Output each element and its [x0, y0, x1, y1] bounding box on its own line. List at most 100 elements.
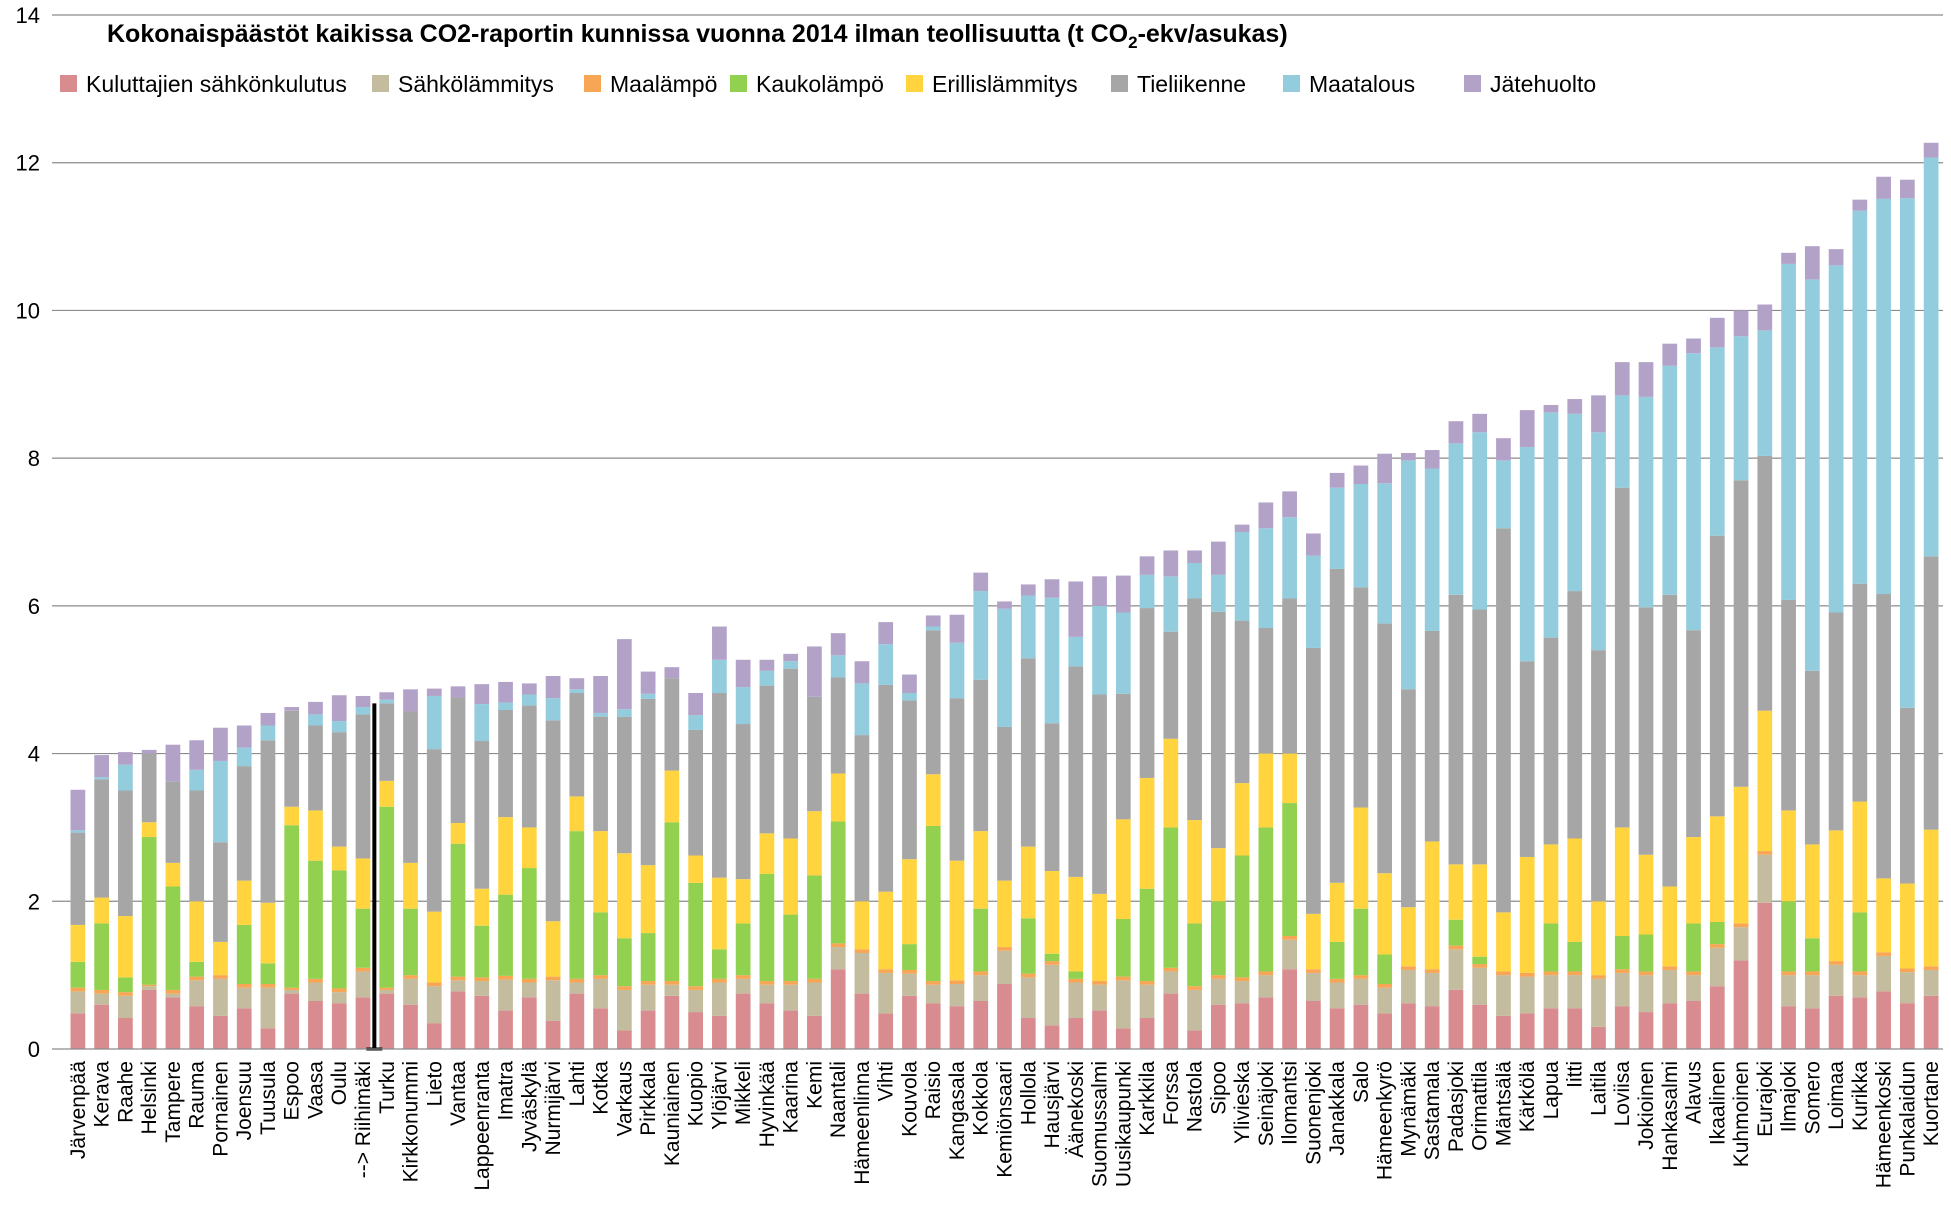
- bar-segment-j-tehuolto-41: [1044, 579, 1060, 598]
- bar-segment-kuluttajien-s-hk-nkulutus-74: [1828, 995, 1844, 1049]
- bar-segment-s-hk-l-mmitys-11: [331, 992, 347, 1004]
- bar-segment-kaukol-mp-2: [118, 977, 133, 993]
- x-tick-label-12: --> Riihimäki: [352, 1061, 375, 1178]
- bar-segment-maal-mp-67: [1662, 966, 1678, 970]
- bar-segment-s-hk-l-mmitys-55: [1377, 987, 1393, 1014]
- bar-segment-kuluttajien-s-hk-nkulutus-2: [118, 1017, 133, 1049]
- bar-segment-tieliikenne-16: [450, 697, 466, 823]
- bar-segment-tieliikenne-36: [925, 630, 941, 775]
- bar-segment-j-tehuolto-7: [236, 725, 252, 748]
- bar-segment-maal-mp-59: [1472, 964, 1488, 968]
- bar-segment-j-tehuolto-74: [1828, 249, 1844, 266]
- bar-segment-erillisl-mmitys-36: [925, 774, 941, 826]
- bar-segment-maal-mp-45: [1139, 981, 1155, 985]
- bar-segment-j-tehuolto-30: [783, 653, 799, 662]
- bar-segment-tieliikenne-76: [1876, 594, 1891, 879]
- bar-segment-erillisl-mmitys-40: [1020, 846, 1036, 919]
- bar-segment-maal-mp-52: [1306, 969, 1321, 973]
- bar-segment-erillisl-mmitys-67: [1662, 886, 1678, 967]
- bar-segment-erillisl-mmitys-64: [1591, 901, 1606, 976]
- bar-segment-maal-mp-46: [1163, 967, 1179, 972]
- bars: [70, 142, 1939, 1049]
- x-tick-label-62: Lapua: [1540, 1061, 1563, 1120]
- bar-segment-kaukol-mp-26: [688, 882, 703, 987]
- bar-segment-j-tehuolto-1: [94, 755, 110, 778]
- bar-segment-erillisl-mmitys-71: [1757, 710, 1773, 852]
- bar-segment-kaukol-mp-72: [1781, 901, 1796, 972]
- bar-segment-j-tehuolto-55: [1377, 453, 1393, 484]
- y-tick-label-4: 4: [28, 742, 40, 767]
- bar-segment-maatalous-55: [1377, 483, 1393, 624]
- bar-segment-tieliikenne-75: [1852, 583, 1868, 802]
- bar-segment-erillisl-mmitys-69: [1709, 816, 1725, 922]
- x-tick-label-66: Jokioinen: [1635, 1061, 1658, 1150]
- bar-segment-maal-mp-29: [759, 981, 775, 985]
- bar-segment-kuluttajien-s-hk-nkulutus-46: [1163, 993, 1179, 1049]
- bar-segment-maal-mp-63: [1567, 971, 1583, 976]
- bar-segment-tieliikenne-59: [1472, 609, 1488, 865]
- bar-segment-kaukol-mp-55: [1377, 954, 1393, 985]
- bar-segment-maal-mp-8: [260, 984, 276, 988]
- bar-segment-tieliikenne-23: [616, 716, 632, 854]
- bar-segment-erillisl-mmitys-58: [1448, 864, 1464, 920]
- bar-segment-kuluttajien-s-hk-nkulutus-57: [1424, 1006, 1440, 1049]
- bar-segment-maatalous-15: [426, 695, 442, 750]
- bar-segment-kuluttajien-s-hk-nkulutus-77: [1899, 1003, 1915, 1049]
- bar-segment-erillisl-mmitys-44: [1115, 819, 1131, 920]
- bar-segment-j-tehuolto-76: [1876, 176, 1891, 199]
- bar-segment-erillisl-mmitys-33: [854, 901, 870, 950]
- bar-segment-maal-mp-44: [1115, 976, 1131, 981]
- bar-segment-kuluttajien-s-hk-nkulutus-7: [236, 1008, 252, 1049]
- bar-segment-tieliikenne-27: [712, 693, 727, 878]
- bar-segment-maatalous-26: [688, 715, 703, 730]
- bar-segment-s-hk-l-mmitys-3: [141, 986, 157, 990]
- bar-segment-kuluttajien-s-hk-nkulutus-41: [1044, 1025, 1060, 1049]
- bar-segment-j-tehuolto-35: [902, 674, 917, 694]
- bar-segment-s-hk-l-mmitys-62: [1543, 975, 1559, 1009]
- bar-segment-kuluttajien-s-hk-nkulutus-29: [759, 1003, 775, 1049]
- bar-segment-kuluttajien-s-hk-nkulutus-44: [1115, 1028, 1131, 1049]
- bar-segment-kuluttajien-s-hk-nkulutus-54: [1353, 1004, 1369, 1049]
- bar-segment-maal-mp-41: [1044, 961, 1060, 965]
- bar-segment-maatalous-51: [1282, 517, 1297, 599]
- bar-segment-j-tehuolto-2: [118, 752, 133, 765]
- bar-segment-kuluttajien-s-hk-nkulutus-8: [260, 1028, 276, 1049]
- bar-segment-kaukol-mp-25: [664, 822, 680, 982]
- bar-segment-tieliikenne-33: [854, 735, 870, 902]
- bar-segment-tieliikenne-77: [1899, 707, 1915, 884]
- bar-segment-j-tehuolto-77: [1899, 179, 1915, 199]
- bar-segment-kaukol-mp-51: [1282, 803, 1297, 936]
- bar-segment-kaukol-mp-73: [1804, 938, 1820, 972]
- bar-segment-maatalous-17: [474, 704, 490, 742]
- bar-segment-s-hk-l-mmitys-21: [569, 982, 585, 994]
- bar-segment-maatalous-41: [1044, 597, 1060, 724]
- y-tick-label-0: 0: [28, 1037, 40, 1062]
- bar-segment-kaukol-mp-75: [1852, 912, 1868, 972]
- x-tick-label-7: Joensuu: [233, 1061, 256, 1140]
- bar-segment-j-tehuolto-28: [735, 659, 751, 688]
- bar-segment-maal-mp-9: [284, 987, 300, 990]
- bar-segment-s-hk-l-mmitys-29: [759, 984, 775, 1004]
- x-tick-label-25: Kauniainen: [661, 1061, 684, 1166]
- bar-segment-j-tehuolto-21: [569, 678, 585, 690]
- bar-segment-j-tehuolto-8: [260, 712, 276, 726]
- legend-swatch-maal-mp: [584, 75, 601, 92]
- x-tick-label-17: Lappeenranta: [471, 1061, 494, 1191]
- bar-segment-j-tehuolto-38: [973, 572, 989, 592]
- bar-segment-s-hk-l-mmitys-2: [118, 995, 133, 1018]
- bar-segment-s-hk-l-mmitys-58: [1448, 949, 1464, 990]
- bar-segment-kuluttajien-s-hk-nkulutus-26: [688, 1012, 703, 1049]
- bar-segment-maal-mp-75: [1852, 971, 1868, 976]
- bar-segment-s-hk-l-mmitys-42: [1068, 982, 1084, 1018]
- bar-segment-kuluttajien-s-hk-nkulutus-16: [450, 991, 466, 1049]
- bar-segment-j-tehuolto-69: [1709, 317, 1725, 348]
- bar-segment-s-hk-l-mmitys-54: [1353, 978, 1369, 1005]
- bar-segment-kuluttajien-s-hk-nkulutus-50: [1258, 997, 1274, 1049]
- bar-segment-maal-mp-30: [783, 981, 799, 985]
- x-tick-label-67: Hankasalmi: [1659, 1061, 1682, 1171]
- bar-segment-maal-mp-3: [141, 984, 157, 987]
- bar-segment-tieliikenne-0: [70, 832, 86, 925]
- bar-segment-erillisl-mmitys-73: [1804, 844, 1820, 939]
- bar-segment-s-hk-l-mmitys-69: [1709, 947, 1725, 987]
- x-tick-label-38: Kokkola: [970, 1061, 993, 1136]
